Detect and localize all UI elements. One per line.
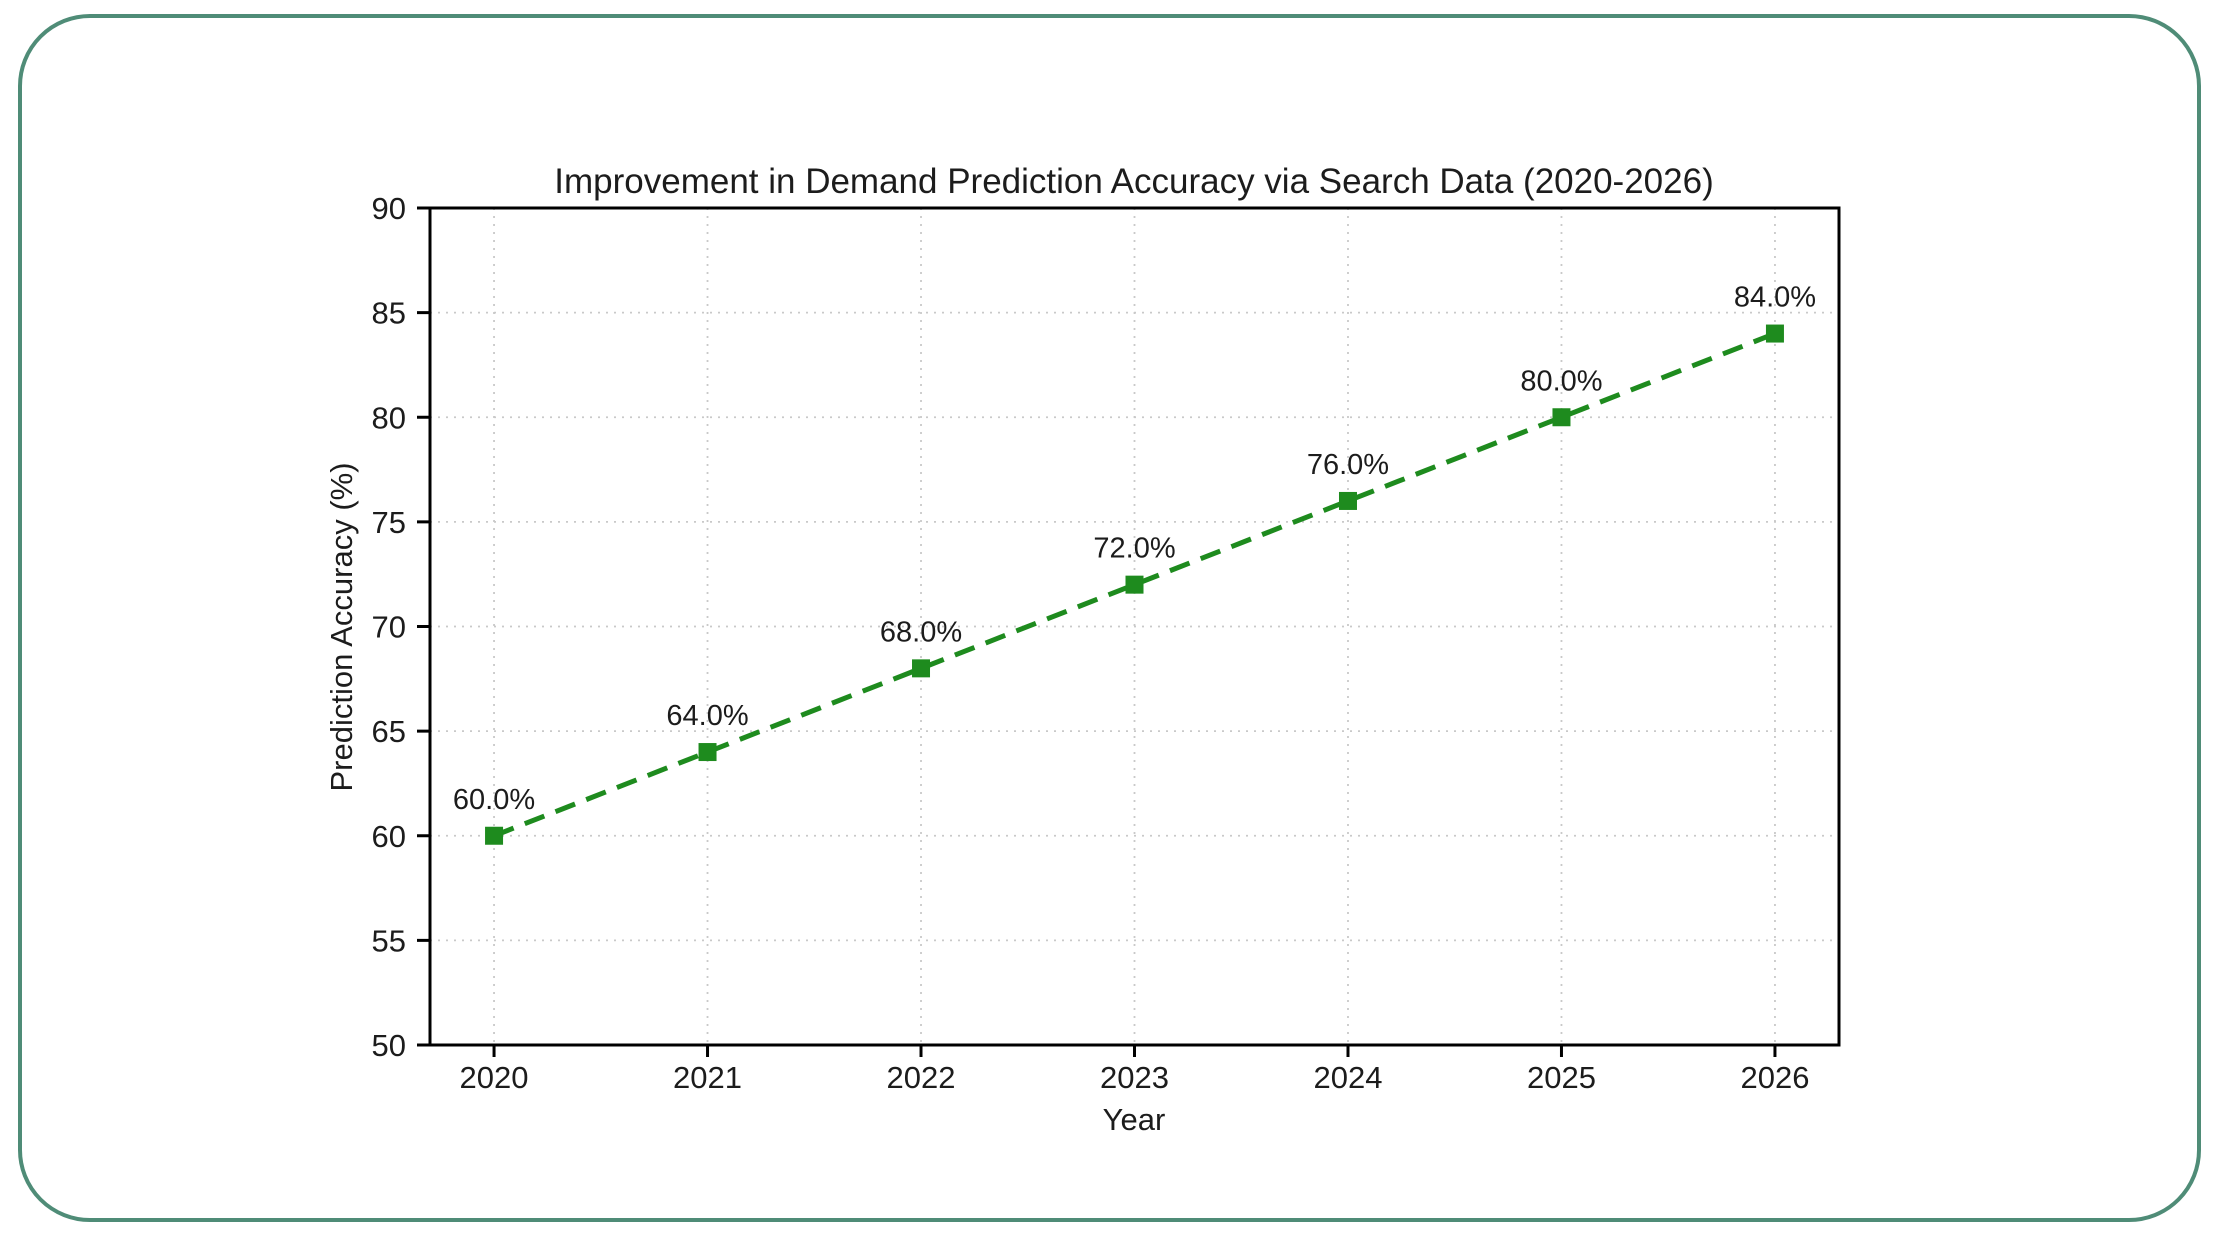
data-point-marker [912,659,931,678]
data-point-marker [1125,575,1144,594]
data-point-marker [1338,491,1357,510]
data-point-marker [485,826,504,845]
data-series [485,324,1784,845]
y-tick-label: 70 [372,610,406,645]
y-tick-label: 50 [372,1028,406,1063]
data-point-marker [1765,324,1784,343]
data-point-marker [698,743,717,762]
y-tick-label: 65 [372,714,406,749]
x-tick-label: 2021 [673,1060,742,1095]
point-label-layer: 60.0% 64.0% 68.0% 72.0% 76.0% 80.0% 84.0% [453,282,1816,816]
x-tick-label: 2022 [887,1060,956,1095]
axis-layer: 50 55 60 65 70 75 80 85 90 2020 2021 2022 2023 2024 20… [372,191,1841,1095]
chart-card [18,14,2201,1222]
data-point-label: 68.0% [880,616,962,648]
y-tick-label: 75 [372,505,406,540]
x-tick-label: 2020 [460,1060,529,1095]
x-tick-label: 2024 [1314,1060,1383,1095]
grid-layer [430,207,1839,1046]
data-point-label: 84.0% [1734,282,1816,314]
data-point-marker [1552,408,1571,427]
data-point-label: 76.0% [1307,449,1389,481]
data-point-label: 64.0% [666,700,748,732]
data-point-label: 72.0% [1093,533,1175,565]
x-tick-label: 2025 [1527,1060,1596,1095]
y-tick-label: 60 [372,819,406,854]
y-axis-label: Prediction Accuracy (%) [324,462,359,791]
x-tick-label: 2026 [1740,1060,1809,1095]
data-point-label: 60.0% [453,784,535,816]
x-axis-label: Year [1103,1102,1166,1137]
chart-title: Improvement in Demand Prediction Accurac… [554,162,1713,201]
y-tick-label: 55 [372,923,406,958]
y-tick-label: 90 [372,191,406,226]
y-tick-label: 80 [372,400,406,435]
y-tick-label: 85 [372,296,406,331]
data-point-label: 80.0% [1520,365,1602,397]
x-tick-label: 2023 [1100,1060,1169,1095]
